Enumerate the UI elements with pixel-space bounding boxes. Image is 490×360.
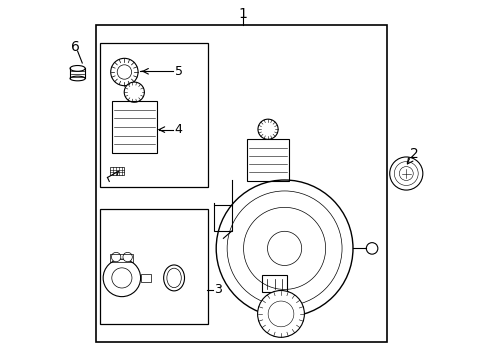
Circle shape bbox=[112, 268, 132, 288]
Circle shape bbox=[227, 191, 342, 306]
Text: 1: 1 bbox=[239, 8, 247, 21]
Ellipse shape bbox=[70, 66, 85, 71]
Circle shape bbox=[268, 301, 294, 327]
Bar bbox=[215, 205, 232, 231]
Circle shape bbox=[244, 207, 326, 289]
Bar bbox=[141, 274, 151, 282]
Circle shape bbox=[399, 167, 413, 180]
Circle shape bbox=[268, 231, 302, 266]
Circle shape bbox=[258, 119, 278, 139]
Circle shape bbox=[124, 82, 145, 102]
Ellipse shape bbox=[70, 76, 85, 81]
Bar bbox=[96, 25, 387, 342]
Circle shape bbox=[367, 243, 378, 254]
Circle shape bbox=[123, 252, 132, 262]
Circle shape bbox=[390, 157, 423, 190]
Circle shape bbox=[216, 180, 353, 317]
Text: 3: 3 bbox=[215, 283, 222, 296]
Circle shape bbox=[394, 162, 418, 185]
Circle shape bbox=[258, 291, 304, 337]
Bar bbox=[112, 101, 157, 153]
Text: 2: 2 bbox=[410, 147, 418, 161]
Circle shape bbox=[117, 65, 132, 79]
Bar bbox=[100, 209, 208, 324]
Text: 5: 5 bbox=[175, 65, 183, 78]
Bar bbox=[247, 139, 289, 181]
Ellipse shape bbox=[164, 265, 185, 291]
Circle shape bbox=[103, 259, 141, 297]
Bar bbox=[262, 275, 287, 292]
Ellipse shape bbox=[167, 268, 181, 288]
Text: 4: 4 bbox=[175, 123, 183, 136]
Circle shape bbox=[111, 58, 138, 86]
Bar bbox=[110, 167, 124, 175]
Bar bbox=[100, 43, 208, 187]
Bar bbox=[110, 254, 133, 262]
Text: 6: 6 bbox=[71, 40, 79, 54]
Circle shape bbox=[111, 252, 121, 262]
